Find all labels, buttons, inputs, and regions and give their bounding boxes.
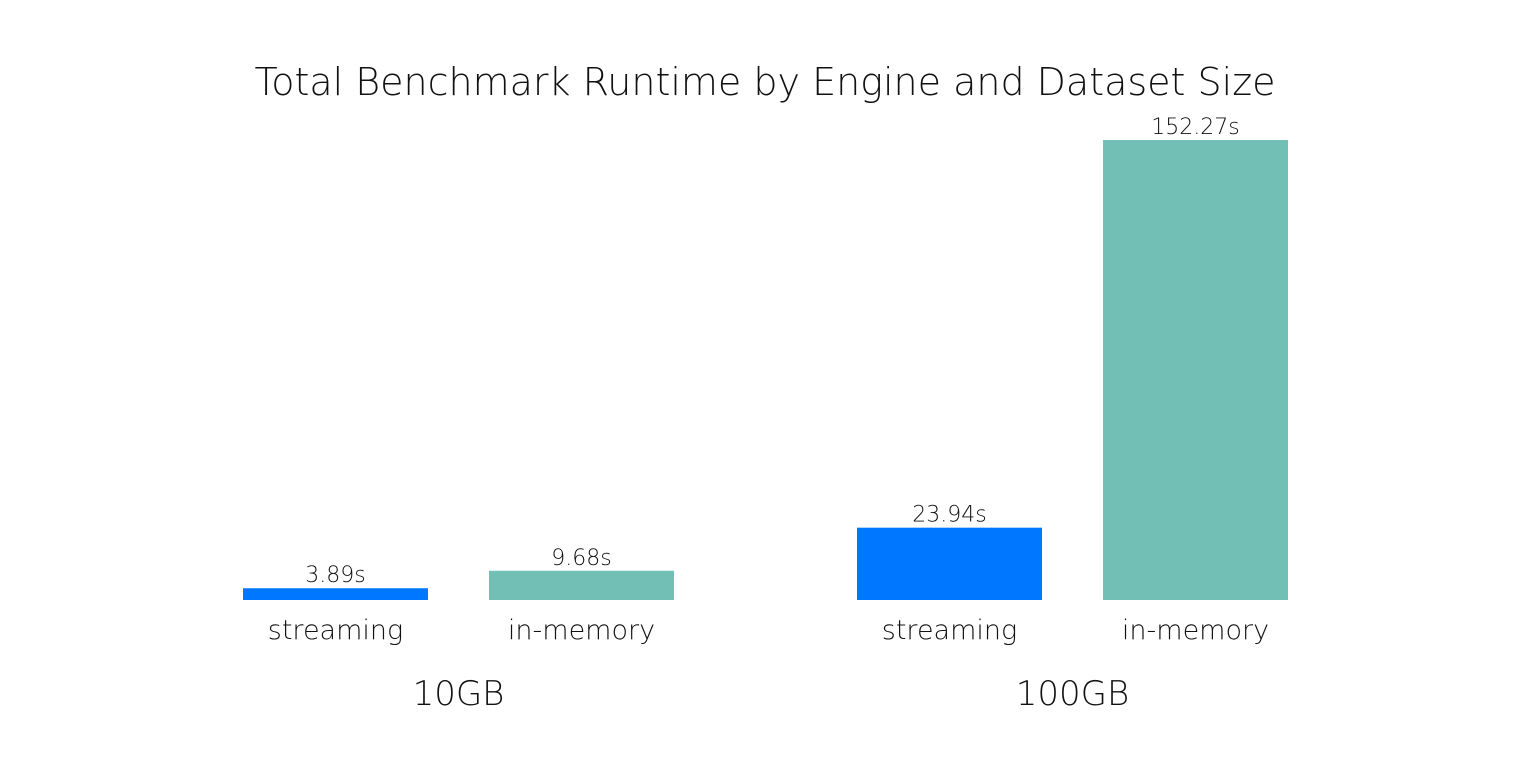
category-label: in-memory <box>1122 615 1269 646</box>
group-label: 10GB <box>413 674 505 714</box>
bar-100GB-streaming <box>857 527 1042 600</box>
data-label: 9.68s <box>551 546 611 571</box>
data-label: 3.89s <box>305 563 365 588</box>
bar-10GB-streaming <box>243 588 428 600</box>
category-label: streaming <box>268 615 403 646</box>
group-label: 100GB <box>1016 674 1130 714</box>
bar-100GB-in-memory <box>1103 140 1288 600</box>
category-label: in-memory <box>508 615 655 646</box>
data-label: 23.94s <box>912 503 986 528</box>
chart-title: Total Benchmark Runtime by Engine and Da… <box>254 60 1275 104</box>
bar-10GB-in-memory <box>489 570 674 600</box>
data-label: 152.27s <box>1151 115 1239 140</box>
category-label: streaming <box>882 615 1017 646</box>
